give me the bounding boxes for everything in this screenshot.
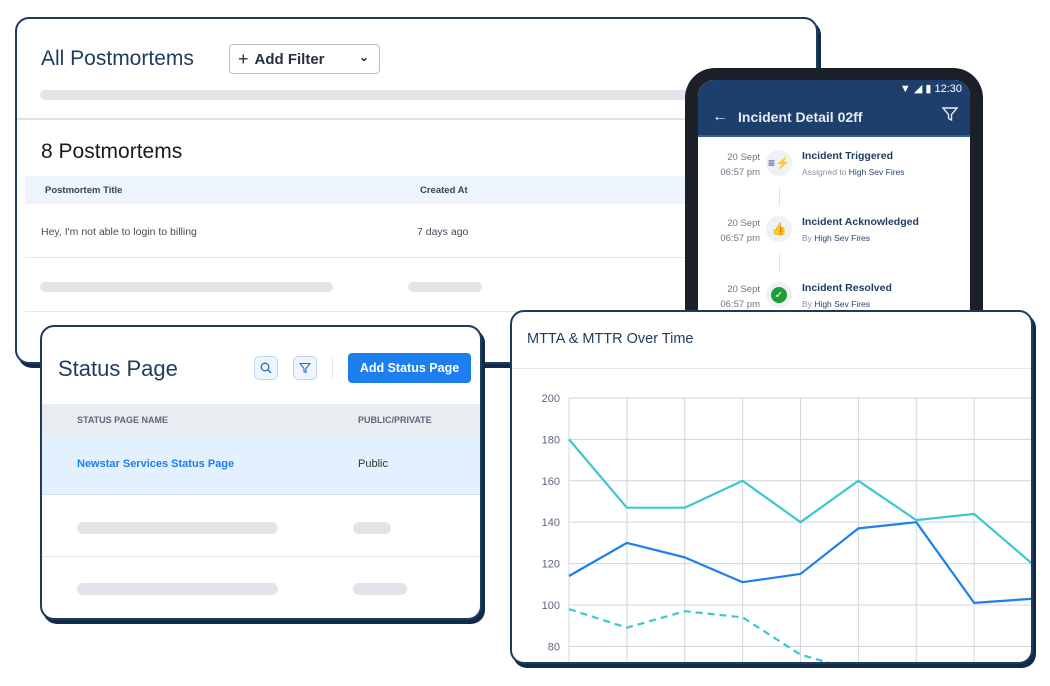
divider <box>332 356 333 380</box>
skeleton-bar <box>40 282 333 292</box>
timeline-item[interactable]: 20 Sept 06:57 pm 👍 Incident Acknowledged … <box>698 216 970 266</box>
thumbs-up-icon: 👍 <box>766 216 792 242</box>
mtta-mttr-chart-card: MTTA & MTTR Over Time 80 100 120 140 160 180 2… <box>510 310 1033 664</box>
column-header-visibility: PUBLIC/PRIVATE <box>358 415 432 425</box>
event-time: 06:57 pm <box>720 299 760 310</box>
y-tick-label: 180 <box>542 434 560 446</box>
line-chart: 80 100 120 140 160 180 200 <box>542 393 1031 662</box>
y-tick-label: 140 <box>542 517 560 529</box>
wifi-icon: ▼ <box>899 83 911 95</box>
plus-icon: + <box>238 48 249 69</box>
event-date: 20 Sept <box>727 152 760 163</box>
chart-title: MTTA & MTTR Over Time <box>527 331 694 347</box>
divider <box>25 311 816 312</box>
add-status-page-button[interactable]: Add Status Page <box>348 353 471 383</box>
postmortem-count: 8 Postmortems <box>41 140 183 163</box>
y-tick-label: 80 <box>548 641 560 653</box>
divider <box>25 257 816 258</box>
y-tick-label: 100 <box>542 600 560 612</box>
y-tick-label: 120 <box>542 559 560 571</box>
postmortem-title[interactable]: Hey, I'm not able to login to billing <box>41 226 197 238</box>
event-title: Incident Triggered <box>802 150 894 162</box>
filter-button[interactable] <box>293 356 317 380</box>
table-row[interactable]: Newstar Services Status Page Public <box>42 435 480 495</box>
table-header: Postmortem Title Created At <box>25 176 816 204</box>
series-line-3 <box>568 608 831 662</box>
visibility-value: Public <box>358 458 388 470</box>
status-page-link[interactable]: Newstar Services Status Page <box>77 458 235 470</box>
back-arrow-icon[interactable]: ← <box>712 107 728 125</box>
search-button[interactable] <box>254 356 278 380</box>
event-title: Incident Resolved <box>802 282 892 294</box>
filter-icon <box>299 362 311 374</box>
created-at: 7 days ago <box>417 226 469 238</box>
column-header-title: Postmortem Title <box>45 185 123 196</box>
signal-icon: ◢ <box>913 83 923 95</box>
timeline-connector <box>779 254 780 272</box>
divider <box>512 368 1031 369</box>
y-tick-label: 200 <box>542 393 560 405</box>
event-subtitle: By High Sev Fires <box>802 299 871 309</box>
add-filter-dropdown[interactable]: + Add Filter ⌄ <box>229 44 380 74</box>
skeleton-bar <box>77 583 278 595</box>
search-icon <box>260 362 272 374</box>
event-time: 06:57 pm <box>720 167 760 178</box>
timeline-item[interactable]: 20 Sept 06:57 pm ≡⚡ Incident Triggered As… <box>698 150 970 200</box>
status-bar: ▼ ◢ ▮ 12:30 <box>698 80 970 98</box>
incident-title: Incident Detail 02ff <box>738 108 863 125</box>
page-title: Status Page <box>58 356 178 381</box>
skeleton-bar <box>353 522 391 534</box>
event-title: Incident Acknowledged <box>802 216 919 228</box>
event-time: 06:57 pm <box>720 233 760 244</box>
skeleton-bar <box>77 522 278 534</box>
incident-header: ← Incident Detail 02ff <box>698 98 970 137</box>
y-tick-label: 160 <box>542 476 560 488</box>
postmortems-card: All Postmortems + Add Filter ⌄ 8 Postmor… <box>15 17 818 364</box>
chevron-down-icon: ⌄ <box>358 50 369 64</box>
column-header-name: STATUS PAGE NAME <box>77 415 169 425</box>
add-filter-label: Add Filter <box>254 50 325 68</box>
event-subtitle: Assigned to High Sev Fires <box>802 167 905 177</box>
table-header: STATUS PAGE NAME PUBLIC/PRIVATE <box>42 404 480 435</box>
skeleton-bar <box>353 583 407 595</box>
page-title: All Postmortems <box>41 47 194 70</box>
timeline-connector <box>779 188 780 206</box>
skeleton-bar <box>40 90 700 100</box>
event-date: 20 Sept <box>727 218 760 229</box>
divider <box>42 556 480 557</box>
table-row[interactable]: Hey, I'm not able to login to billing 7 … <box>25 204 816 258</box>
event-date: 20 Sept <box>727 284 760 295</box>
status-page-card: Status Page Add Status Page STATUS PAGE … <box>40 325 482 620</box>
battery-icon: ▮ <box>925 83 932 95</box>
timeline-item[interactable]: 20 Sept 06:57 pm ✓ Incident Resolved By H… <box>698 282 970 332</box>
event-subtitle: By High Sev Fires <box>802 233 871 243</box>
filter-icon[interactable] <box>941 106 959 125</box>
column-header-created: Created At <box>420 185 468 196</box>
clock: 12:30 <box>934 83 962 95</box>
check-circle-icon: ✓ <box>766 282 792 308</box>
divider <box>17 118 816 120</box>
lightning-icon: ≡⚡ <box>766 150 792 176</box>
skeleton-bar <box>408 282 482 292</box>
